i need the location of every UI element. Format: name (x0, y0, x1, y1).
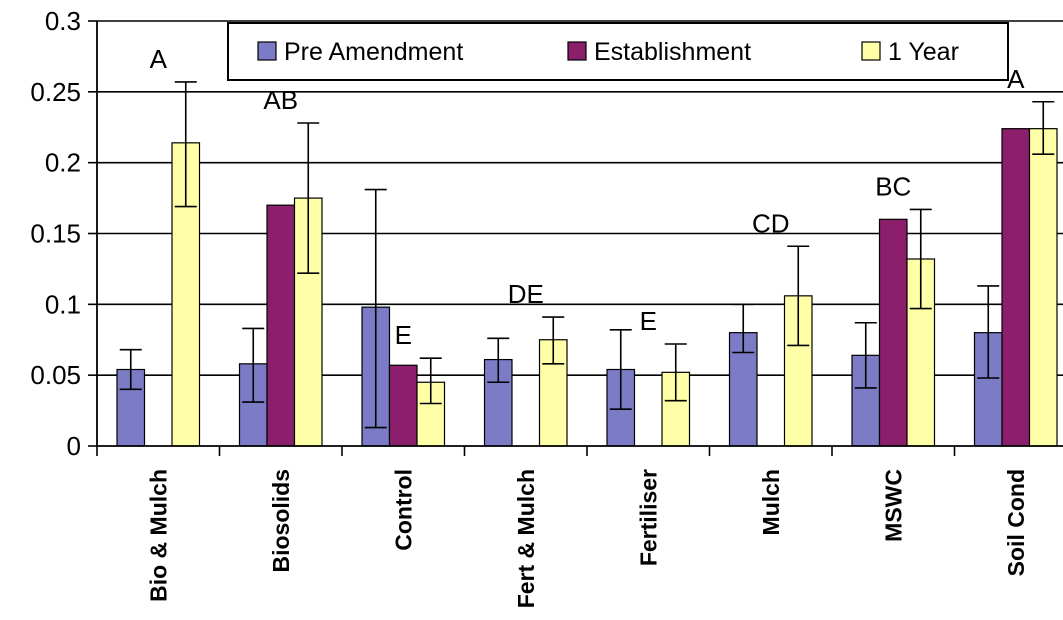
y-tick-label: 0.15 (30, 219, 81, 249)
legend: Pre Amendment Establishment 1 Year (227, 22, 1009, 81)
y-tick-label: 0.2 (45, 148, 81, 178)
significance-label: AB (263, 85, 298, 115)
bar-1-year (1028, 128, 1058, 447)
error-bars (119, 81, 1055, 429)
category-label: MSWC (880, 469, 906, 542)
legend-swatch (567, 41, 587, 61)
legend-swatch (257, 41, 277, 61)
legend-label: Establishment (594, 38, 751, 66)
y-tick-label: 0.3 (45, 6, 81, 36)
significance-label: E (395, 320, 412, 350)
y-tick-label: 0.05 (30, 360, 81, 390)
y-tick-label: 0 (67, 431, 81, 461)
significance-label: BC (875, 171, 911, 201)
bar-establishment (878, 218, 908, 447)
significance-annotations: A AB E DE E CD BC A (150, 44, 1026, 350)
category-label: Bio & Mulch (145, 469, 171, 602)
category-label: Fertiliser (635, 469, 661, 566)
significance-label: A (150, 44, 168, 74)
bars (116, 128, 1058, 447)
bar-establishment (266, 204, 296, 447)
y-tick-labels: 0 0.05 0.1 0.15 0.2 0.25 0.3 (30, 6, 81, 461)
category-label: Control (390, 469, 416, 551)
bar-establishment (388, 364, 418, 447)
y-tick-label: 0.1 (45, 289, 81, 319)
y-tick-label: 0.25 (30, 77, 81, 107)
category-label: Soil Cond (1003, 469, 1029, 576)
legend-label: Pre Amendment (284, 38, 463, 66)
legend-label: 1 Year (888, 38, 959, 66)
significance-label: CD (752, 208, 790, 238)
significance-label: E (640, 306, 657, 336)
legend-swatch (861, 41, 881, 61)
category-labels: Bio & Mulch Biosolids Control Fert & Mulch F… (145, 469, 1029, 608)
legend-box (227, 22, 1009, 81)
axes (88, 20, 1063, 456)
significance-label: DE (508, 279, 544, 309)
category-label: Mulch (758, 469, 784, 535)
category-label: Biosolids (268, 469, 294, 573)
bar-establishment (1001, 128, 1031, 447)
category-label: Fert & Mulch (513, 469, 539, 608)
significance-label: A (1007, 64, 1025, 94)
